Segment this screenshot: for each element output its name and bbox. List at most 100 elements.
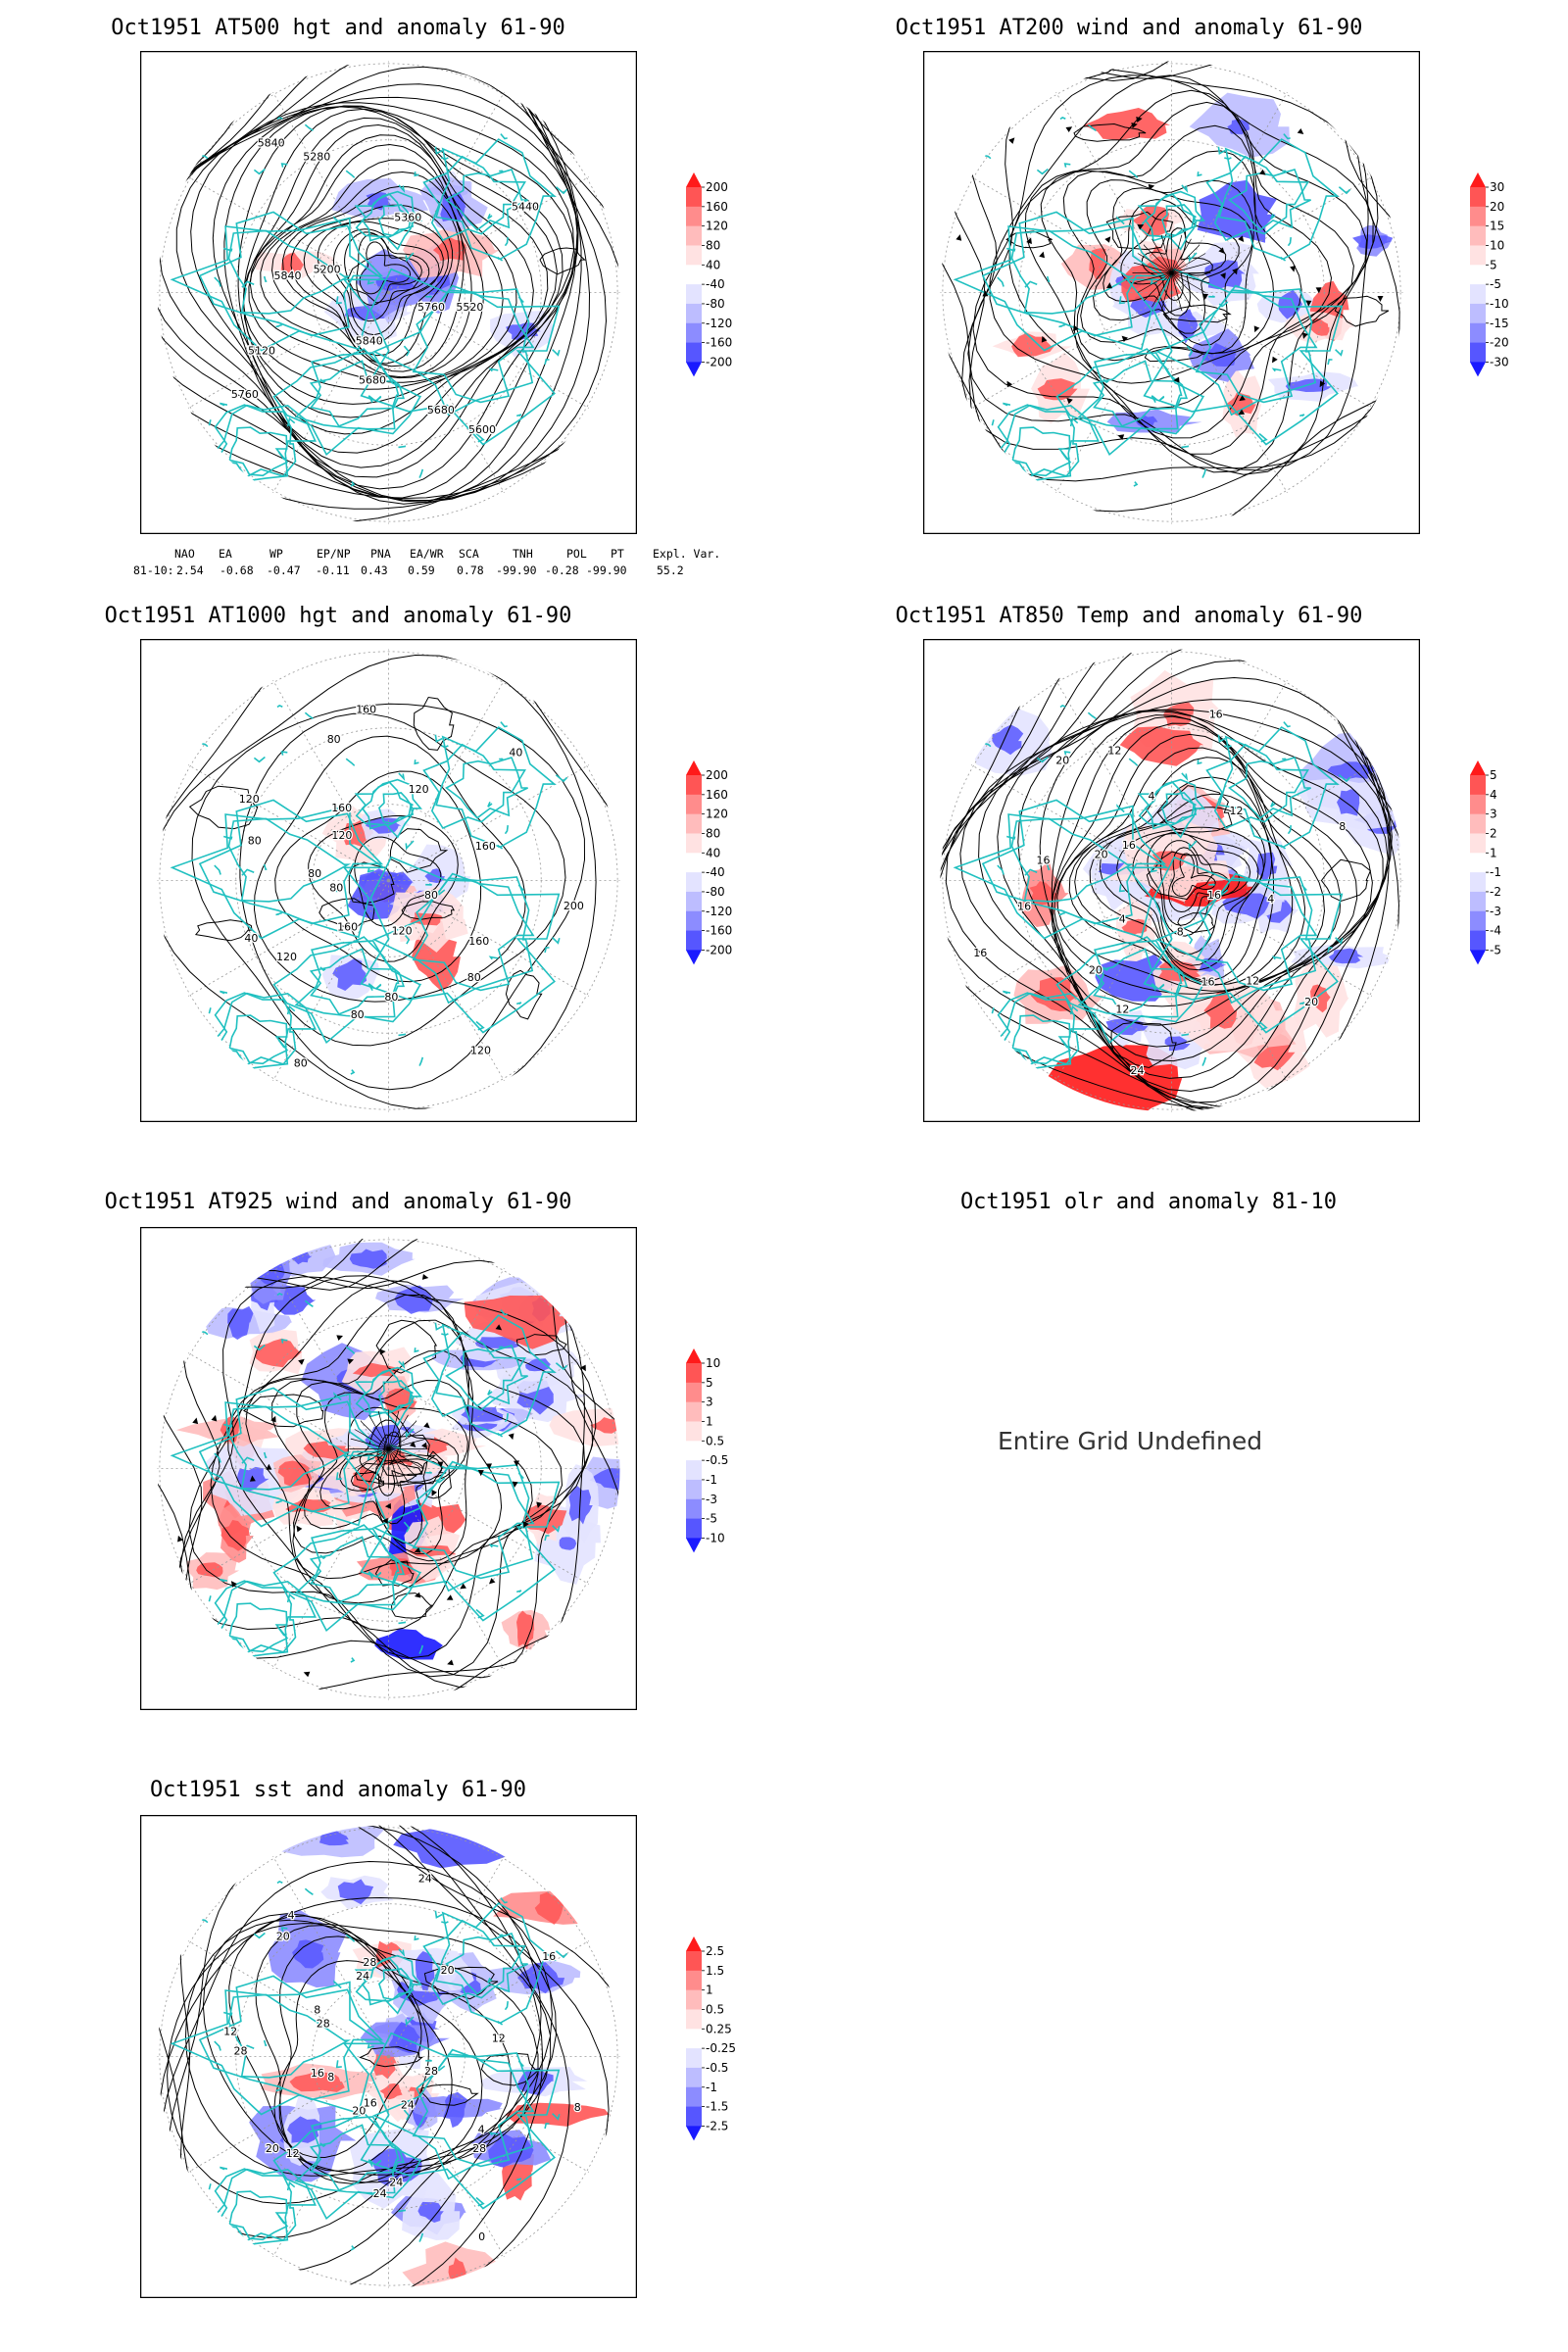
contour-label: 80 (248, 835, 262, 848)
colorbar-tick-label: 1 (706, 1984, 713, 1997)
title-sst: Oct1951 sst and anomaly 61-90 (149, 1778, 527, 1802)
colorbar-tick-label: -80 (706, 297, 725, 311)
contour-label: 160 (331, 802, 352, 814)
colorbar-segment (1470, 775, 1486, 796)
colorbar-200: 30 20 15 10 5 -5 -10 -15 -20 -30 (1470, 172, 1539, 408)
colorbar-tick-label: -0.5 (706, 2061, 728, 2075)
colorbar-segment (686, 1441, 702, 1461)
colorbar-arrow-top (686, 760, 702, 775)
contour-label: 16 (1017, 901, 1031, 913)
colorbar-tick-label: 5 (1490, 258, 1497, 271)
colorbar-segment (686, 245, 702, 266)
index-value: 0.78 (457, 564, 484, 577)
colorbar-tick-label: -10 (706, 1531, 725, 1544)
map-disc (940, 61, 1403, 524)
contour-label: 5840 (274, 270, 302, 282)
colorbar-segment (686, 1970, 702, 1991)
colorbar-tick-label: 3 (1490, 808, 1497, 821)
index-header: PNA (370, 547, 391, 561)
title-olr: Oct1951 olr and anomaly 81-10 (959, 1190, 1338, 1214)
colorbar-segment (686, 891, 702, 912)
colorbar-segment (686, 775, 702, 796)
contour-label: 20 (441, 1964, 455, 1977)
colorbar-sst: 2.5 1.5 1 0.5 0.25 -0.25 -0.5 -1 -1.5 -2.5 (686, 1936, 755, 2172)
colorbar-segment (1470, 930, 1486, 951)
coastlines (953, 692, 1351, 1075)
colorbar-tick-label: 30 (1490, 180, 1504, 194)
colorbar-segment (686, 322, 702, 344)
index-value: 0.59 (408, 564, 435, 577)
colorbar-arrow-top (686, 1936, 702, 1951)
contour-label: 8 (314, 2004, 320, 2017)
contour-lines (157, 61, 620, 523)
colorbar-tick-label: -80 (706, 885, 725, 899)
contour-label: 12 (492, 2033, 506, 2045)
contour-label: 28 (363, 1956, 376, 1969)
colorbar-segment (1470, 833, 1486, 854)
colorbar-segment (686, 1382, 702, 1403)
colorbar-segment (1470, 794, 1486, 815)
contour-labels: 2828242420201612842824201612840241612828… (222, 1871, 582, 2244)
map-panel-200 (923, 51, 1420, 534)
colorbar-segment (686, 303, 702, 324)
colorbar-segment (1470, 910, 1486, 932)
contour-label: 80 (329, 881, 343, 894)
contour-label: 120 (331, 829, 352, 842)
coastlines (953, 104, 1351, 487)
contour-label: 16 (1037, 854, 1051, 866)
contour-label: 5200 (314, 263, 341, 275)
colorbar-tick-label: 10 (1490, 238, 1504, 252)
colorbar-tick-label: -120 (706, 317, 732, 330)
contour-label: 4 (1149, 790, 1155, 803)
colorbar-segment (686, 1460, 702, 1481)
title-1000: Oct1951 AT1000 hgt and anomaly 61-90 (104, 604, 572, 628)
contour-label: 16 (364, 2097, 377, 2110)
contour-label: 16 (1122, 839, 1136, 852)
colorbar-arrow-bottom (686, 2126, 702, 2141)
colorbar-tick-label: -1 (706, 2081, 717, 2094)
colorbar-segment (686, 342, 702, 363)
colorbar-segment (686, 872, 702, 893)
colorbar-tick-label: -30 (1490, 355, 1509, 368)
colorbar-tick-label: 2.5 (706, 1944, 724, 1958)
contour-label: 12 (1230, 805, 1244, 817)
contour-label: 16 (542, 1950, 556, 1963)
index-value: -0.11 (316, 564, 350, 577)
index-header: TNH (513, 547, 533, 561)
contour-label: 160 (475, 840, 496, 853)
colorbar-tick-label: -10 (1490, 297, 1509, 311)
map-disc (940, 649, 1403, 1112)
index-header: SCA (459, 547, 479, 561)
contour-label: 24 (1131, 1064, 1145, 1077)
coastlines (170, 104, 568, 487)
index-header: EA (219, 547, 232, 561)
colorbar-tick-label: -20 (1490, 336, 1509, 350)
colorbar-segment (1470, 813, 1486, 834)
colorbar-tick-label: 20 (1490, 200, 1504, 214)
map-panel-1000: 80 80 120 80 160 40 80 120 160 160 120 40 160 200 160 1… (140, 639, 637, 1122)
colorbar-tick-label: 0.5 (706, 2002, 724, 2016)
contour-label: 0 (478, 2230, 485, 2243)
colorbar-tick-label: -5 (1490, 943, 1501, 956)
colorbar-tick-label: 120 (706, 808, 728, 821)
colorbar-segment (686, 1363, 702, 1384)
contour-label: 28 (424, 2065, 438, 2078)
colorbar-tick-label: 10 (706, 1356, 720, 1370)
colorbar-segment (686, 2048, 702, 2069)
index-value: 0.43 (361, 564, 388, 577)
contour-label: 5760 (231, 388, 259, 401)
colorbar-arrow-bottom (1470, 362, 1486, 377)
colorbar-segment (686, 1421, 702, 1442)
colorbar-850: 5 4 3 2 1 -1 -2 -3 -4 -5 (1470, 760, 1539, 996)
colorbar-segment (686, 284, 702, 305)
colorbar-segment (686, 2067, 702, 2088)
index-header: WP (270, 547, 283, 561)
contour-label: 120 (470, 1045, 491, 1057)
colorbar-segment (1470, 303, 1486, 324)
index-header: POL (566, 547, 587, 561)
contour-label: 24 (401, 2099, 415, 2112)
colorbar-arrow-top (1470, 760, 1486, 775)
contour-label: 28 (472, 2142, 486, 2155)
colorbar-segment (686, 225, 702, 246)
contour-label: 16 (1209, 708, 1223, 720)
